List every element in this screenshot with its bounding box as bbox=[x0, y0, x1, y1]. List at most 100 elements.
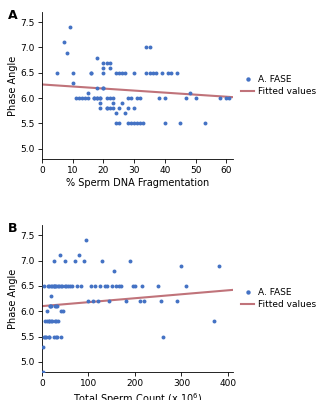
A. FASE bbox=[122, 70, 128, 76]
A. FASE bbox=[110, 95, 115, 101]
A. FASE bbox=[56, 283, 61, 289]
A. FASE bbox=[60, 308, 66, 314]
A. FASE bbox=[107, 105, 112, 112]
A. FASE bbox=[125, 120, 130, 127]
A. FASE bbox=[40, 369, 46, 375]
Text: A: A bbox=[8, 9, 17, 22]
A. FASE bbox=[165, 70, 171, 76]
A. FASE bbox=[109, 283, 114, 289]
A. FASE bbox=[57, 252, 62, 259]
A. FASE bbox=[70, 70, 75, 76]
A. FASE bbox=[89, 70, 94, 76]
A. FASE bbox=[101, 70, 106, 76]
A. FASE bbox=[144, 70, 149, 76]
A. FASE bbox=[128, 257, 133, 264]
A. FASE bbox=[119, 70, 124, 76]
A. FASE bbox=[156, 161, 162, 167]
A. FASE bbox=[110, 100, 115, 106]
A. FASE bbox=[48, 303, 53, 309]
A. FASE bbox=[110, 105, 115, 112]
A. FASE bbox=[150, 70, 155, 76]
X-axis label: Total Sperm Count (x 10$^6$): Total Sperm Count (x 10$^6$) bbox=[73, 391, 202, 400]
A. FASE bbox=[174, 298, 179, 304]
Legend: A. FASE, Fitted values: A. FASE, Fitted values bbox=[241, 75, 316, 96]
A. FASE bbox=[162, 95, 168, 101]
A. FASE bbox=[107, 60, 112, 66]
A. FASE bbox=[119, 100, 124, 106]
A. FASE bbox=[116, 120, 121, 127]
A. FASE bbox=[92, 95, 97, 101]
A. FASE bbox=[63, 283, 68, 289]
A. FASE bbox=[42, 333, 47, 340]
A. FASE bbox=[53, 303, 58, 309]
A. FASE bbox=[81, 257, 87, 264]
A. FASE bbox=[58, 308, 63, 314]
A. FASE bbox=[82, 95, 88, 101]
X-axis label: % Sperm DNA Fragmentation: % Sperm DNA Fragmentation bbox=[66, 178, 209, 188]
A. FASE bbox=[76, 95, 81, 101]
A. FASE bbox=[95, 85, 100, 91]
A. FASE bbox=[64, 49, 69, 56]
A. FASE bbox=[59, 283, 64, 289]
A. FASE bbox=[113, 120, 118, 127]
A. FASE bbox=[92, 95, 97, 101]
A. FASE bbox=[52, 303, 57, 309]
A. FASE bbox=[116, 283, 121, 289]
Text: B: B bbox=[8, 222, 17, 235]
A. FASE bbox=[95, 95, 100, 101]
A. FASE bbox=[51, 283, 56, 289]
A. FASE bbox=[67, 283, 72, 289]
A. FASE bbox=[160, 333, 165, 340]
A. FASE bbox=[169, 70, 174, 76]
A. FASE bbox=[187, 90, 192, 96]
A. FASE bbox=[147, 44, 152, 51]
A. FASE bbox=[95, 298, 100, 304]
A. FASE bbox=[72, 257, 77, 264]
A. FASE bbox=[98, 95, 103, 101]
A. FASE bbox=[227, 95, 232, 101]
A. FASE bbox=[43, 333, 48, 340]
A. FASE bbox=[58, 283, 63, 289]
Y-axis label: Phase Angle: Phase Angle bbox=[8, 55, 18, 116]
A. FASE bbox=[129, 120, 134, 127]
A. FASE bbox=[51, 257, 56, 264]
A. FASE bbox=[107, 95, 112, 101]
A. FASE bbox=[41, 344, 46, 350]
A. FASE bbox=[41, 283, 47, 289]
A. FASE bbox=[159, 70, 164, 76]
A. FASE bbox=[95, 95, 100, 101]
A. FASE bbox=[73, 95, 78, 101]
A. FASE bbox=[183, 283, 189, 289]
A. FASE bbox=[141, 120, 146, 127]
A. FASE bbox=[79, 95, 85, 101]
A. FASE bbox=[90, 298, 96, 304]
A. FASE bbox=[132, 283, 138, 289]
A. FASE bbox=[122, 110, 128, 116]
A. FASE bbox=[47, 333, 52, 340]
A. FASE bbox=[88, 283, 93, 289]
A. FASE bbox=[47, 283, 52, 289]
A. FASE bbox=[156, 283, 161, 289]
A. FASE bbox=[43, 333, 48, 340]
A. FASE bbox=[147, 70, 152, 76]
A. FASE bbox=[44, 318, 49, 324]
A. FASE bbox=[129, 95, 134, 101]
A. FASE bbox=[193, 95, 198, 101]
A. FASE bbox=[101, 60, 106, 66]
A. FASE bbox=[58, 333, 63, 340]
A. FASE bbox=[101, 64, 106, 71]
A. FASE bbox=[125, 105, 130, 112]
A. FASE bbox=[56, 318, 61, 324]
A. FASE bbox=[95, 54, 100, 61]
A. FASE bbox=[113, 70, 118, 76]
A. FASE bbox=[64, 283, 69, 289]
A. FASE bbox=[107, 64, 112, 71]
A. FASE bbox=[130, 283, 135, 289]
A. FASE bbox=[86, 95, 91, 101]
A. FASE bbox=[86, 90, 91, 96]
A. FASE bbox=[211, 318, 216, 324]
A. FASE bbox=[138, 120, 143, 127]
A. FASE bbox=[67, 24, 72, 30]
A. FASE bbox=[49, 318, 54, 324]
A. FASE bbox=[116, 105, 121, 112]
